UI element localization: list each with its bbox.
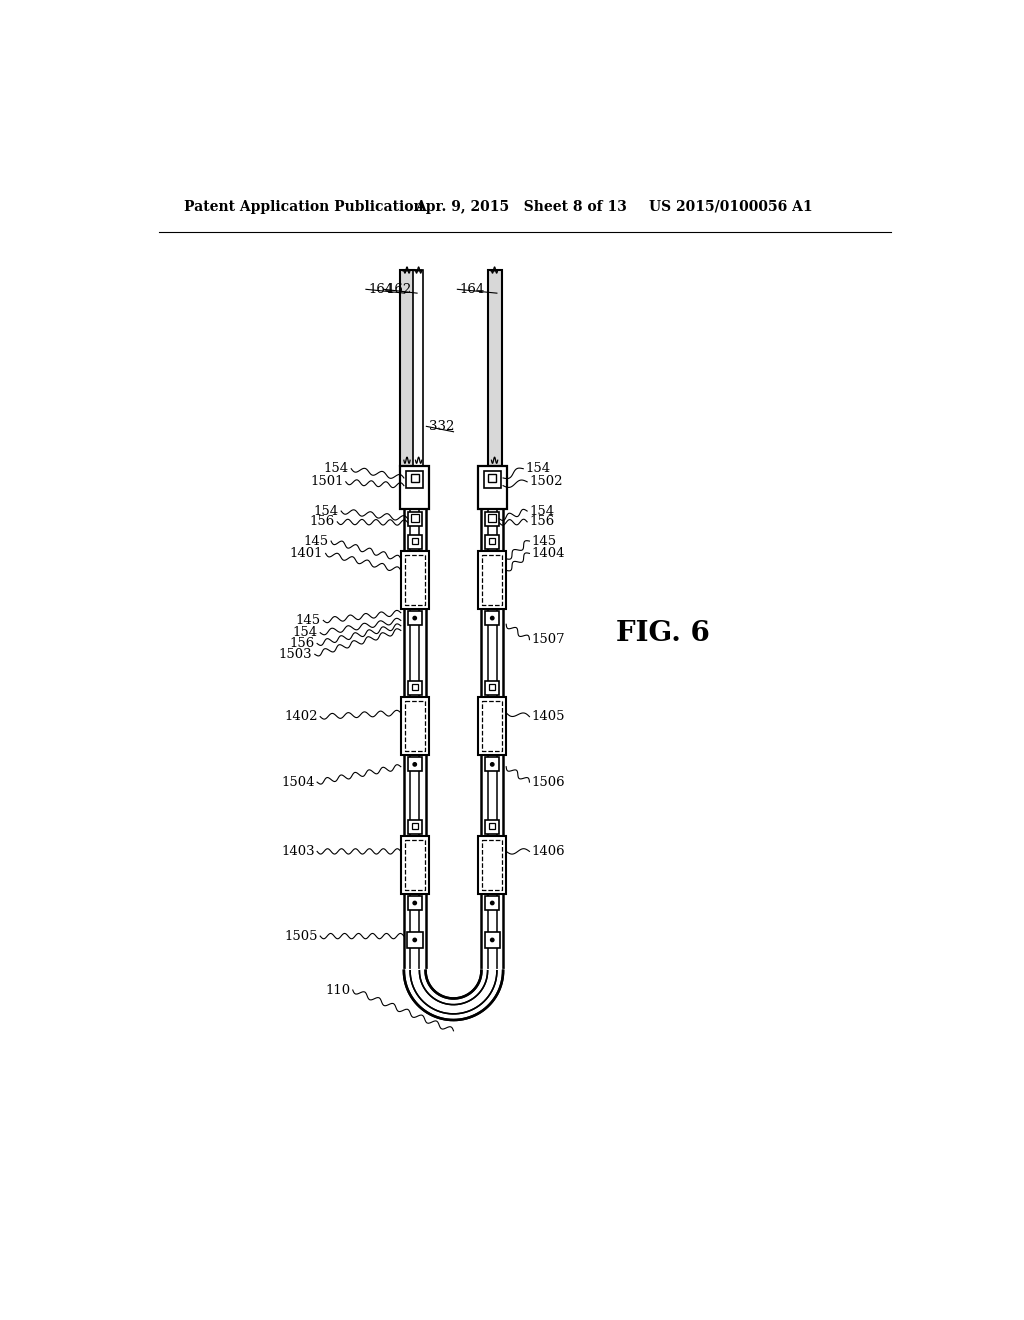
Text: 110: 110 — [326, 983, 350, 997]
Text: Apr. 9, 2015   Sheet 8 of 13: Apr. 9, 2015 Sheet 8 of 13 — [415, 199, 627, 214]
Text: 145: 145 — [531, 535, 557, 548]
Bar — [407, 932, 423, 948]
Bar — [404, 840, 425, 890]
Bar — [400, 552, 429, 609]
Bar — [484, 932, 500, 948]
Text: 154: 154 — [529, 504, 555, 517]
Bar — [482, 840, 503, 890]
Circle shape — [490, 902, 494, 904]
Bar — [477, 466, 507, 508]
Text: 1506: 1506 — [531, 776, 565, 788]
Text: 156: 156 — [309, 515, 335, 528]
Bar — [408, 896, 422, 909]
Bar — [485, 681, 500, 696]
Text: US 2015/0100056 A1: US 2015/0100056 A1 — [649, 199, 812, 214]
Text: 164: 164 — [460, 282, 485, 296]
Text: 145: 145 — [303, 535, 329, 548]
Bar — [489, 684, 496, 690]
Text: 156: 156 — [529, 515, 555, 528]
Circle shape — [490, 616, 494, 620]
Text: FIG. 6: FIG. 6 — [616, 620, 710, 647]
Bar — [414, 271, 423, 466]
Bar — [407, 471, 423, 488]
Bar — [485, 820, 500, 834]
Text: 1402: 1402 — [285, 710, 317, 723]
Bar — [411, 474, 419, 482]
Bar — [408, 681, 422, 696]
Circle shape — [413, 763, 417, 766]
Bar — [485, 535, 500, 549]
Bar — [487, 271, 502, 466]
Bar — [478, 836, 506, 894]
Bar — [411, 515, 419, 521]
Circle shape — [413, 902, 417, 904]
Text: 1405: 1405 — [531, 710, 565, 723]
Circle shape — [413, 939, 417, 941]
Text: 154: 154 — [293, 626, 317, 639]
Bar — [482, 554, 503, 605]
Text: 1503: 1503 — [279, 648, 312, 661]
Text: 332: 332 — [429, 420, 454, 433]
Text: 1404: 1404 — [531, 546, 565, 560]
Bar — [412, 684, 418, 690]
Bar — [485, 758, 500, 771]
Circle shape — [490, 763, 494, 766]
Text: 1401: 1401 — [290, 546, 324, 560]
Text: 154: 154 — [313, 504, 339, 517]
Text: 1406: 1406 — [531, 845, 565, 858]
Bar — [412, 539, 418, 544]
Circle shape — [413, 616, 417, 620]
Bar — [485, 896, 500, 909]
Text: 1504: 1504 — [282, 776, 314, 788]
Bar — [485, 611, 500, 626]
Text: 1502: 1502 — [529, 475, 563, 488]
Bar — [404, 554, 425, 605]
Text: 1505: 1505 — [285, 929, 317, 942]
Bar — [489, 822, 496, 829]
Bar — [408, 758, 422, 771]
Bar — [400, 836, 429, 894]
Circle shape — [490, 939, 494, 941]
Text: 154: 154 — [525, 462, 551, 475]
Text: Patent Application Publication: Patent Application Publication — [183, 199, 424, 214]
Text: 164: 164 — [369, 282, 393, 296]
Bar — [483, 471, 501, 488]
Bar — [489, 539, 496, 544]
Bar — [485, 512, 500, 525]
Bar — [412, 822, 418, 829]
Bar — [408, 512, 422, 525]
Text: 154: 154 — [324, 462, 349, 475]
Text: 145: 145 — [296, 614, 321, 627]
Bar — [478, 697, 506, 755]
Bar — [400, 466, 429, 508]
Text: 1501: 1501 — [310, 475, 343, 488]
Bar — [488, 474, 496, 482]
Text: 1507: 1507 — [531, 634, 565, 647]
Bar — [488, 515, 496, 521]
Bar — [408, 611, 422, 626]
Text: 156: 156 — [290, 638, 314, 649]
Text: 162: 162 — [386, 282, 412, 296]
Bar — [408, 820, 422, 834]
Bar — [478, 552, 506, 609]
Bar — [408, 535, 422, 549]
Bar — [400, 697, 429, 755]
Bar — [404, 701, 425, 751]
Bar — [482, 701, 503, 751]
Bar — [400, 271, 414, 466]
Text: 1403: 1403 — [282, 845, 314, 858]
